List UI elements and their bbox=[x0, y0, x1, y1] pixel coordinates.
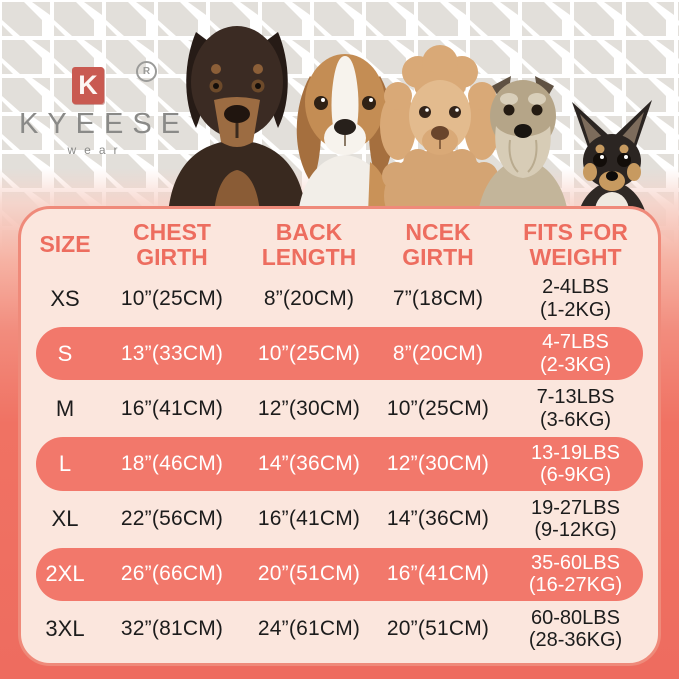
size-cell: XL bbox=[51, 506, 79, 532]
chest-cell: 16”(41CM) bbox=[120, 396, 224, 420]
table-row-2xl-highlighted: 2XL 26”(66CM) 20”(51CM) 16”(41CM) 35-60L… bbox=[36, 547, 643, 601]
neck-cell: 7”(18CM) bbox=[392, 286, 484, 310]
size-cell: XS bbox=[50, 285, 80, 311]
table-row-3xl: 3XL 32”(81CM) 24”(61CM) 20”(51CM) 60-80L… bbox=[36, 603, 643, 656]
neck-cell: 20”(51CM) bbox=[386, 617, 490, 641]
size-cell: 3XL bbox=[45, 616, 85, 642]
chest-cell: 10”(25CM) bbox=[120, 286, 224, 310]
neck-cell: 14”(36CM) bbox=[386, 507, 490, 531]
column-header-back-length: BACK LENGTH bbox=[261, 218, 357, 270]
table-row-xl: XL 22”(56CM) 16”(41CM) 14”(36CM) 19-27LB… bbox=[36, 493, 643, 546]
neck-cell: 12”(30CM) bbox=[386, 451, 490, 475]
brand-logo: K R KYEESE wear bbox=[0, 0, 200, 170]
size-cell: M bbox=[55, 395, 75, 421]
doberman-dog bbox=[168, 26, 306, 214]
table-row-xs: XS 10”(25CM) 8”(20CM) 7”(18CM) 2-4LBS (1… bbox=[36, 272, 643, 325]
beagle-dog bbox=[296, 54, 394, 214]
chest-cell: 13”(33CM) bbox=[120, 341, 224, 365]
table-row-l-highlighted: L 18”(46CM) 14”(36CM) 12”(30CM) 13-19LBS… bbox=[36, 437, 643, 491]
size-chart-table: SIZE CHEST GIRTH BACK LENGTH NCEK GIRTH … bbox=[18, 206, 661, 666]
neck-cell: 8”(20CM) bbox=[392, 341, 484, 365]
weight-cell: 35-60LBS (16-27KG) bbox=[528, 551, 623, 597]
weight-cell: 7-13LBS (3-6KG) bbox=[536, 386, 615, 431]
chest-cell: 18”(46CM) bbox=[120, 451, 224, 475]
registered-trademark-icon: R bbox=[136, 61, 157, 82]
weight-cell: 4-7LBS (2-3KG) bbox=[539, 331, 612, 376]
table-body: XS 10”(25CM) 8”(20CM) 7”(18CM) 2-4LBS (1… bbox=[36, 272, 643, 656]
neck-cell: 16”(41CM) bbox=[386, 562, 490, 586]
back-cell: 20”(51CM) bbox=[257, 562, 361, 586]
size-cell: 2XL bbox=[45, 561, 85, 587]
brand-subtitle: wear bbox=[67, 143, 126, 157]
table-header-row: SIZE CHEST GIRTH BACK LENGTH NCEK GIRTH … bbox=[36, 218, 643, 272]
weight-cell: 2-4LBS (1-2KG) bbox=[539, 276, 612, 321]
back-cell: 10”(25CM) bbox=[257, 341, 361, 365]
chest-cell: 32”(81CM) bbox=[120, 617, 224, 641]
brand-logo-letter: K bbox=[78, 70, 98, 100]
schnauzer-dog bbox=[478, 76, 568, 214]
size-cell: L bbox=[58, 450, 72, 476]
back-cell: 8”(20CM) bbox=[263, 286, 355, 310]
chest-cell: 26”(66CM) bbox=[120, 562, 224, 586]
column-header-size: SIZE bbox=[39, 231, 91, 258]
back-cell: 24”(61CM) bbox=[257, 617, 361, 641]
table-row-m: M 16”(41CM) 12”(30CM) 10”(25CM) 7-13LBS … bbox=[36, 382, 643, 435]
back-cell: 14”(36CM) bbox=[257, 451, 361, 475]
weight-cell: 60-80LBS (28-36KG) bbox=[528, 607, 623, 652]
brand-logo-mark: K bbox=[72, 67, 104, 104]
table-row-s-highlighted: S 13”(33CM) 10”(25CM) 8”(20CM) 4-7LBS (2… bbox=[36, 327, 643, 381]
poodle-dog bbox=[380, 45, 500, 214]
dog-lineup-photo bbox=[168, 26, 652, 214]
neck-cell: 10”(25CM) bbox=[386, 396, 490, 420]
column-header-fits-for-weight: FITS FOR WEIGHT bbox=[523, 218, 628, 270]
back-cell: 12”(30CM) bbox=[257, 396, 361, 420]
weight-cell: 19-27LBS (9-12KG) bbox=[531, 496, 620, 542]
back-cell: 16”(41CM) bbox=[257, 507, 361, 531]
brand-name: KYEESE bbox=[19, 108, 190, 140]
chihuahua-dog bbox=[572, 100, 652, 214]
chest-cell: 22”(56CM) bbox=[120, 507, 224, 531]
column-header-neck-girth: NCEK GIRTH bbox=[402, 218, 474, 270]
column-header-chest-girth: CHEST GIRTH bbox=[133, 218, 211, 270]
size-cell: S bbox=[57, 340, 73, 366]
weight-cell: 13-19LBS (6-9KG) bbox=[531, 441, 620, 486]
